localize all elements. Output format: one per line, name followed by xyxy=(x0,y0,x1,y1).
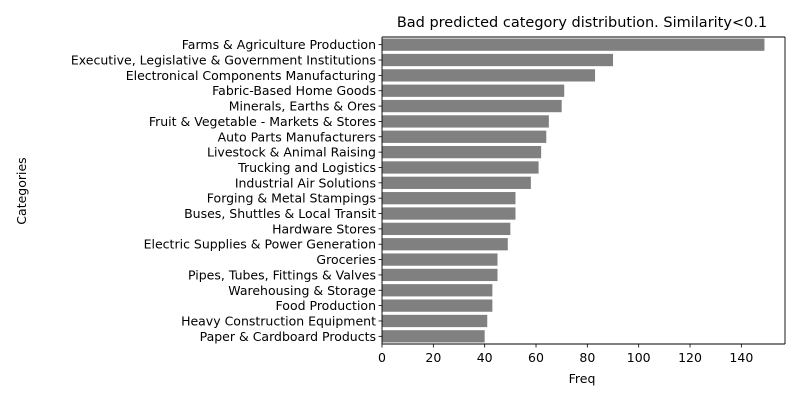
category-label: Trucking and Logistics xyxy=(237,160,376,175)
category-label: Forging & Metal Stampings xyxy=(207,191,376,206)
category-label: Auto Parts Manufacturers xyxy=(218,129,376,144)
x-tick-label: 40 xyxy=(477,350,493,365)
bar xyxy=(382,176,531,189)
bar xyxy=(382,238,508,251)
bar xyxy=(382,130,547,143)
bar xyxy=(382,69,596,82)
category-label: Pipes, Tubes, Fittings & Valves xyxy=(188,267,376,282)
category-label: Heavy Construction Equipment xyxy=(181,313,376,328)
bar xyxy=(382,207,516,220)
category-label: Food Production xyxy=(276,298,376,313)
category-label: Groceries xyxy=(316,252,376,267)
category-label: Executive, Legislative & Government Inst… xyxy=(71,53,376,68)
x-tick-label: 100 xyxy=(627,350,651,365)
category-label: Fruit & Vegetable - Markets & Stores xyxy=(149,114,376,129)
category-label: Buses, Shuttles & Local Transit xyxy=(184,206,376,221)
x-tick-label: 120 xyxy=(678,350,702,365)
category-label: Minerals, Earths & Ores xyxy=(229,99,376,114)
y-axis-label: Categories xyxy=(14,157,29,224)
bar xyxy=(382,314,488,328)
bar xyxy=(382,192,516,205)
category-label: Electric Supplies & Power Generation xyxy=(144,237,376,252)
category-label: Industrial Air Solutions xyxy=(235,175,376,190)
bar xyxy=(382,299,493,312)
bar xyxy=(382,84,565,97)
category-label: Fabric-Based Home Goods xyxy=(212,83,376,98)
bars-group xyxy=(382,38,765,343)
category-label: Electronical Components Manufacturing xyxy=(126,68,376,83)
chart-title: Bad predicted category distribution. Sim… xyxy=(397,15,767,31)
category-label: Hardware Stores xyxy=(272,221,376,236)
bar xyxy=(382,53,614,67)
x-tick-label: 80 xyxy=(579,350,595,365)
bar xyxy=(382,99,562,113)
x-axis-label: Freq xyxy=(569,371,596,386)
bar xyxy=(382,115,549,128)
bar xyxy=(382,253,498,266)
bar xyxy=(382,222,511,236)
x-tick-label: 60 xyxy=(528,350,544,365)
bar xyxy=(382,161,539,174)
bar xyxy=(382,284,493,297)
category-label: Warehousing & Storage xyxy=(228,283,376,298)
category-label: Farms & Agriculture Production xyxy=(182,37,376,52)
x-tick-label: 20 xyxy=(425,350,441,365)
bar xyxy=(382,330,485,343)
x-tick-label: 0 xyxy=(378,350,386,365)
x-ticks-group: 0 20 40 60 80 100 120 140 xyxy=(378,344,753,365)
bar xyxy=(382,38,765,51)
x-tick-label: 140 xyxy=(729,350,753,365)
bar xyxy=(382,145,542,159)
category-labels-group: Farms & Agriculture ProductionExecutive,… xyxy=(71,37,382,344)
category-label: Paper & Cardboard Products xyxy=(200,329,376,344)
bar xyxy=(382,268,498,282)
category-label: Livestock & Animal Raising xyxy=(207,145,376,160)
